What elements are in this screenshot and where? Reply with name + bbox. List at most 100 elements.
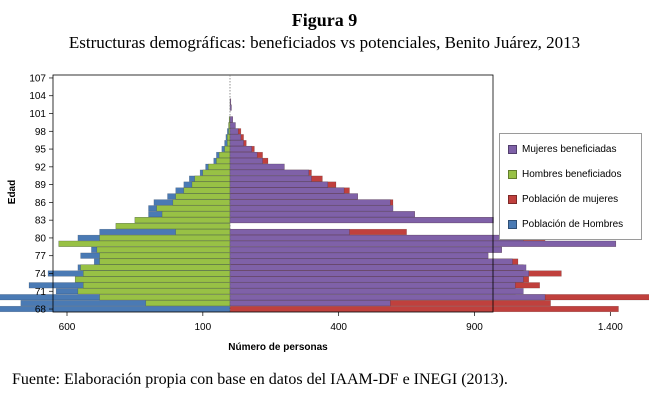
y-tick-label: 104 xyxy=(29,91,46,102)
bar-mujeres-beneficiadas-96 xyxy=(229,140,244,147)
x-tick-label: 100 xyxy=(194,322,211,333)
bar-mujeres-beneficiadas-103 xyxy=(229,98,232,105)
bar-mujeres-beneficiadas-102 xyxy=(229,104,232,111)
bar-hombres-beneficiados-76 xyxy=(99,258,231,265)
bar-hombres-beneficiados-82 xyxy=(115,223,231,230)
bar-hombres-beneficiados-74 xyxy=(83,270,231,277)
legend-label: Hombres beneficiados xyxy=(522,168,622,180)
bar-mujeres-beneficiadas-81 xyxy=(229,228,350,236)
bar-hombres-beneficiados-86 xyxy=(172,199,231,206)
y-tick-label: 83 xyxy=(35,216,47,227)
figure-source-note: Fuente: Elaboración propia con base en d… xyxy=(12,371,508,388)
bar-hombres-beneficiados-71 xyxy=(77,288,231,295)
y-axis-label: Edad xyxy=(7,180,18,204)
bar-hombres-beneficiados-93 xyxy=(216,157,231,164)
bar-mujeres-beneficiadas-79 xyxy=(229,240,617,247)
bar-mujeres-beneficiadas-72 xyxy=(229,282,516,289)
bar-mujeres-beneficiadas-78 xyxy=(229,246,502,253)
bar-hombres-beneficiados-69 xyxy=(145,300,231,307)
bar-hombres-beneficiados-97 xyxy=(227,134,231,141)
bar-mujeres-beneficiadas-98 xyxy=(229,128,239,135)
bar-hombres-beneficiados-79 xyxy=(58,240,231,247)
y-tick-label: 74 xyxy=(35,269,47,280)
bar-mujeres-beneficiadas-87 xyxy=(229,193,358,200)
legend-item-hombres-beneficiados: Hombres beneficiados xyxy=(508,167,622,181)
chart-legend: Mujeres beneficiadas Hombres beneficiado… xyxy=(499,133,642,240)
bar-mujeres-beneficiadas-69 xyxy=(229,300,391,307)
legend-label: Población de Hombres xyxy=(522,218,624,230)
bar-hombres-beneficiados-75 xyxy=(80,264,231,271)
bar-mujeres-beneficiadas-73 xyxy=(229,276,524,283)
chart-axes xyxy=(52,74,494,313)
bar-mujeres-beneficiadas-100 xyxy=(229,116,233,123)
y-tick-label: 107 xyxy=(29,73,46,84)
bar-hombres-beneficiados-90 xyxy=(194,175,231,182)
x-axis-ticks: 1.1006001004009001.400 xyxy=(59,312,623,333)
bar-hombres-beneficiados-92 xyxy=(208,163,231,170)
bar-mujeres-beneficiadas-76 xyxy=(229,258,513,265)
x-axis-label: Número de personas xyxy=(228,342,328,353)
figure-subtitle: Estructuras demográficas: beneficiados v… xyxy=(68,33,581,52)
figure-title: Figura 9 xyxy=(291,10,358,30)
y-tick-label: 92 xyxy=(35,162,47,173)
bar-mujeres-beneficiadas-88 xyxy=(229,187,345,194)
y-tick-label: 98 xyxy=(35,127,47,138)
bar-mujeres-beneficiadas-86 xyxy=(229,199,391,206)
x-tick-label: 900 xyxy=(466,322,483,333)
bar-hombres-beneficiados-94 xyxy=(218,151,231,159)
legend-swatch-poblacion-hombres xyxy=(508,219,517,229)
bar-mujeres-beneficiadas-94 xyxy=(229,151,258,159)
legend-swatch-hombres-beneficiados xyxy=(508,169,517,179)
bar-hombres-beneficiados-81 xyxy=(175,228,231,236)
legend-swatch-poblacion-mujeres xyxy=(508,194,517,204)
x-tick-label: 1.400 xyxy=(598,322,623,333)
bar-hombres-beneficiados-77 xyxy=(99,252,231,259)
bar-hombres-beneficiados-83 xyxy=(134,217,231,224)
bar-mujeres-beneficiadas-75 xyxy=(229,264,527,271)
bar-hombres-beneficiados-84 xyxy=(161,211,231,218)
y-axis-ticks: 68 71 74 77 80 83 86 89 92 95 98 101 104 107 xyxy=(29,73,53,316)
y-tick-label: 71 xyxy=(35,287,47,298)
bar-mujeres-beneficiadas-95 xyxy=(229,145,252,153)
bar-mujeres-beneficiadas-92 xyxy=(229,163,285,170)
legend-item-poblacion-hombres: Población de Hombres xyxy=(508,217,623,231)
bar-población-de-mujeres-68 xyxy=(229,305,619,313)
bar-hombres-beneficiados-96 xyxy=(227,140,231,147)
legend-label: Población de mujeres xyxy=(522,193,619,205)
bar-hombres-beneficiados-80 xyxy=(99,234,231,241)
bar-hombres-beneficiados-91 xyxy=(202,169,231,176)
bar-hombres-beneficiados-85 xyxy=(156,205,231,212)
bar-mujeres-beneficiadas-93 xyxy=(229,157,263,164)
legend-label: Mujeres beneficiadas xyxy=(522,143,617,155)
bar-mujeres-beneficiadas-90 xyxy=(229,175,312,182)
y-tick-label: 77 xyxy=(35,251,47,262)
bar-hombres-beneficiados-78 xyxy=(96,246,231,253)
legend-item-mujeres-beneficiadas: Mujeres beneficiadas xyxy=(508,142,617,156)
y-tick-label: 68 xyxy=(35,305,47,316)
legend-swatch-mujeres-beneficiadas xyxy=(508,144,517,154)
y-tick-label: 89 xyxy=(35,180,47,191)
bar-mujeres-beneficiadas-97 xyxy=(229,134,242,141)
bar-mujeres-beneficiadas-74 xyxy=(229,270,530,277)
plot-area-border xyxy=(52,74,494,313)
bar-mujeres-beneficiadas-85 xyxy=(229,205,394,212)
bar-mujeres-beneficiadas-80 xyxy=(229,234,524,241)
bar-mujeres-beneficiadas-77 xyxy=(229,252,489,259)
bar-hombres-beneficiados-72 xyxy=(83,282,231,289)
legend-item-poblacion-mujeres: Población de mujeres xyxy=(508,192,618,206)
bar-mujeres-beneficiadas-83 xyxy=(229,217,494,224)
bar-hombres-beneficiados-89 xyxy=(191,181,231,188)
bar-hombres-beneficiados-87 xyxy=(175,193,231,200)
bar-hombres-beneficiados-70 xyxy=(99,294,231,301)
bar-mujeres-beneficiadas-84 xyxy=(229,211,415,218)
bar-mujeres-beneficiadas-71 xyxy=(229,288,524,295)
bar-mujeres-beneficiadas-70 xyxy=(229,294,546,301)
y-tick-label: 101 xyxy=(29,109,46,120)
bar-hombres-beneficiados-88 xyxy=(183,187,231,194)
y-tick-label: 95 xyxy=(35,145,47,156)
bar-mujeres-beneficiadas-89 xyxy=(229,181,329,188)
x-tick-label: 600 xyxy=(59,322,76,333)
x-tick-label: 400 xyxy=(330,322,347,333)
bar-hombres-beneficiados-95 xyxy=(224,145,231,153)
bar-mujeres-beneficiadas-99 xyxy=(229,122,236,129)
